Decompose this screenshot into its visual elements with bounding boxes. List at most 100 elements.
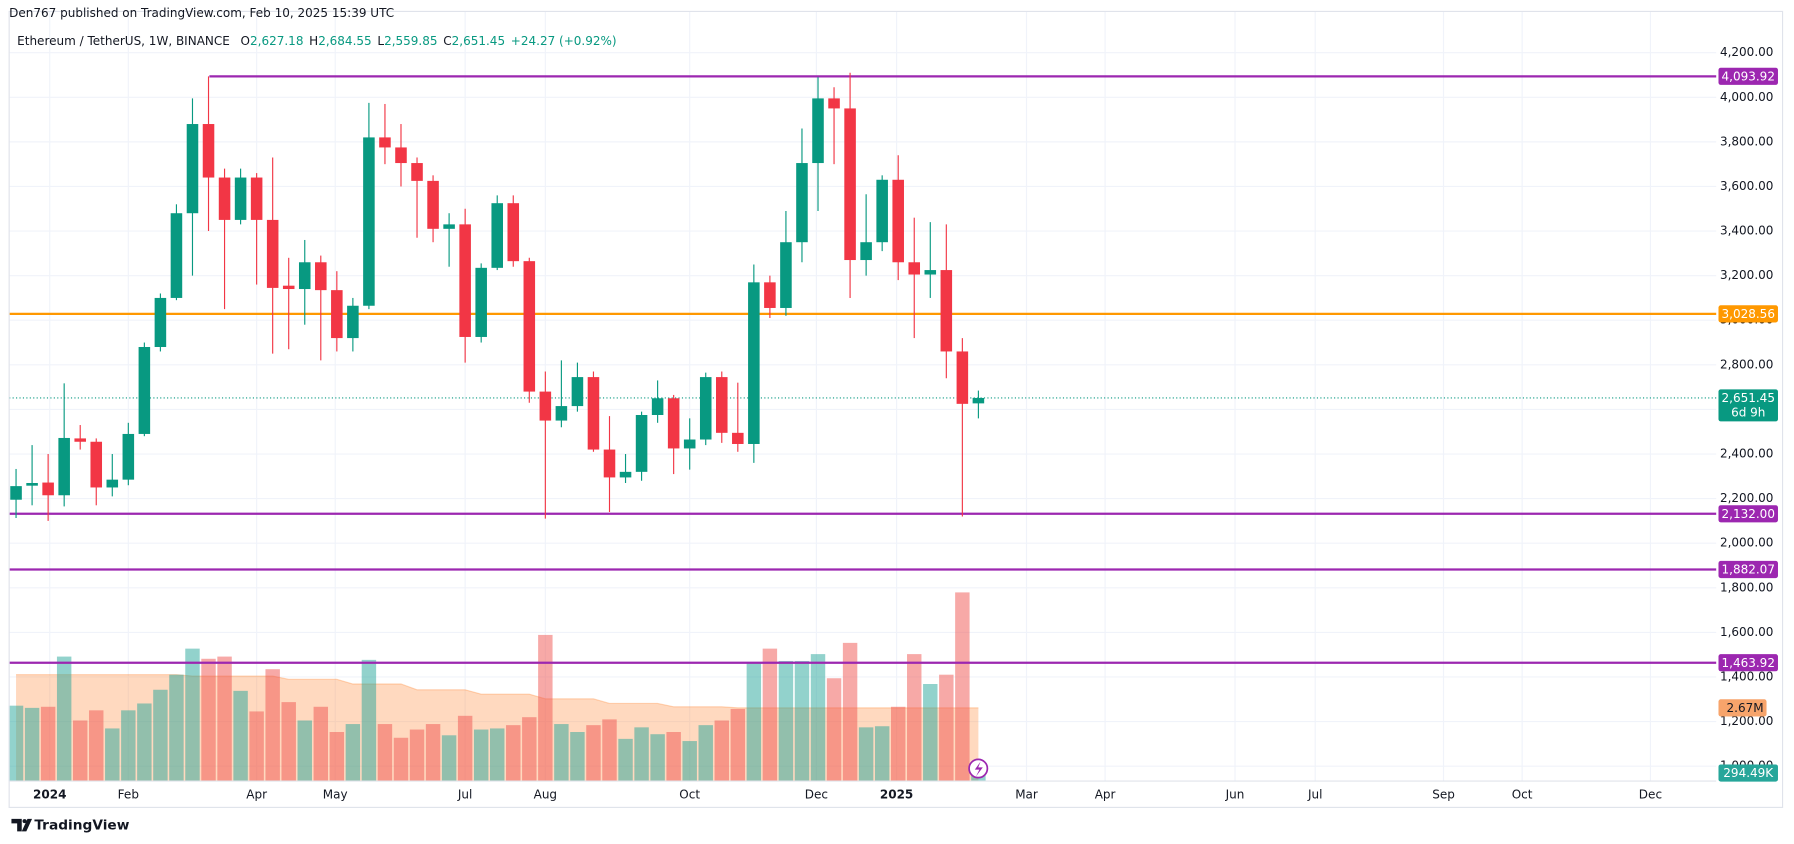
- candle-body: [571, 377, 584, 407]
- volume-bar: [842, 642, 858, 782]
- candle-body: [555, 406, 568, 421]
- candle-body: [699, 377, 712, 440]
- current-price-label: 2,651.45: [1722, 391, 1775, 405]
- candle-body: [619, 471, 632, 478]
- x-tick-label: Feb: [118, 787, 139, 801]
- candle-body: [507, 203, 520, 262]
- candle-body: [651, 398, 664, 415]
- volume-bar: [778, 660, 794, 782]
- candle-body: [202, 124, 215, 178]
- y-tick-label: 1,200.00: [1720, 714, 1773, 728]
- candle-body: [780, 242, 792, 308]
- publisher: Den767 published on TradingView.com, Feb…: [9, 6, 394, 20]
- x-tick-label: Dec: [1639, 787, 1662, 801]
- candle-body: [732, 432, 744, 444]
- x-tick-label: 2024: [33, 787, 66, 801]
- volume-bar: [329, 732, 345, 782]
- volume-bar: [650, 734, 665, 782]
- level-label-box: [1718, 305, 1778, 323]
- volume-bar: [939, 674, 954, 782]
- candle-body: [475, 267, 487, 337]
- volume-bar: [538, 634, 553, 782]
- x-tick-label: Jul: [1307, 787, 1322, 801]
- volume-bar: [634, 727, 649, 782]
- candle-body: [683, 439, 696, 449]
- candle-body: [427, 180, 439, 229]
- candle-body: [122, 433, 135, 480]
- candle-body: [331, 290, 343, 339]
- x-tick-label: Apr: [246, 787, 267, 801]
- candle-body: [26, 483, 38, 486]
- candle-body: [395, 147, 407, 164]
- candle-body: [603, 449, 616, 478]
- level-label-box: [1718, 654, 1778, 672]
- legend-value: 2,627.18: [250, 34, 303, 48]
- candle-body: [250, 177, 263, 220]
- x-tick-label: Mar: [1015, 787, 1038, 801]
- volume-bar: [137, 703, 152, 782]
- legend: Ethereum / TetherUS, 1W, BINANCE O2,627.…: [17, 34, 616, 48]
- volume-bar: [907, 654, 922, 782]
- volume-bar: [409, 729, 425, 782]
- volume-bar: [89, 710, 104, 782]
- volume-bar: [185, 648, 200, 782]
- candle-body: [972, 397, 985, 404]
- level-label: 1,882.07: [1722, 563, 1775, 577]
- volume-bar: [249, 711, 264, 782]
- y-tick-label: 4,200.00: [1720, 45, 1773, 59]
- volume-bar: [698, 725, 713, 782]
- legend-key: C: [443, 34, 451, 48]
- volume-bar: [265, 669, 280, 782]
- brand: TradingView: [34, 818, 129, 834]
- volume-bar: [602, 719, 617, 782]
- y-tick-label: 1,600.00: [1720, 625, 1773, 639]
- y-tick-label: 2,200.00: [1720, 491, 1773, 505]
- y-tick-label: 2,800.00: [1720, 357, 1773, 371]
- volume-pane: [8, 592, 986, 782]
- candle-body: [796, 163, 808, 243]
- volume-bar: [570, 732, 585, 782]
- volume-bar: [217, 656, 232, 782]
- candle-body: [315, 262, 327, 291]
- x-tick-label: Oct: [1512, 787, 1533, 801]
- volume-bar: [522, 717, 537, 782]
- grid: [9, 11, 1717, 782]
- volume-ma-label: 2.67M: [1726, 701, 1763, 715]
- candle-body: [10, 486, 22, 500]
- candle-body: [924, 270, 937, 275]
- volume-bar: [361, 659, 377, 782]
- candle-body: [42, 482, 54, 496]
- candle-body: [764, 282, 776, 308]
- volume-bar: [105, 728, 120, 782]
- y-tick-label: 3,800.00: [1720, 134, 1773, 148]
- y-tick-label: 2,400.00: [1720, 447, 1773, 461]
- volume-bar: [923, 684, 938, 782]
- x-tick-label: Dec: [805, 787, 828, 801]
- candle-body: [940, 270, 953, 352]
- volume-bar: [201, 658, 216, 782]
- candle-body: [587, 377, 600, 450]
- level-label: 2,132.00: [1722, 507, 1775, 521]
- level-label: 3,028.56: [1722, 307, 1775, 321]
- volume-bar: [586, 725, 601, 782]
- volume-bar: [313, 706, 329, 782]
- level-label: 4,093.92: [1722, 69, 1775, 83]
- candle-body: [58, 437, 70, 496]
- x-tick-label: Sep: [1432, 787, 1455, 801]
- volume-bar: [169, 674, 184, 782]
- volume-bar: [794, 660, 810, 782]
- volume-bar: [618, 738, 633, 782]
- volume-bar: [153, 689, 168, 782]
- y-tick-label: 3,400.00: [1720, 224, 1773, 238]
- volume-bar: [297, 720, 312, 782]
- volume-bar: [441, 735, 457, 782]
- volume-bar: [345, 724, 361, 782]
- x-tick-label: Aug: [534, 787, 557, 801]
- volume-bar: [826, 678, 842, 782]
- legend-key: L: [377, 34, 384, 48]
- candle-body: [266, 219, 279, 288]
- volume-bar: [72, 720, 88, 782]
- level-label-box: [1718, 560, 1778, 579]
- candle-body: [828, 98, 840, 109]
